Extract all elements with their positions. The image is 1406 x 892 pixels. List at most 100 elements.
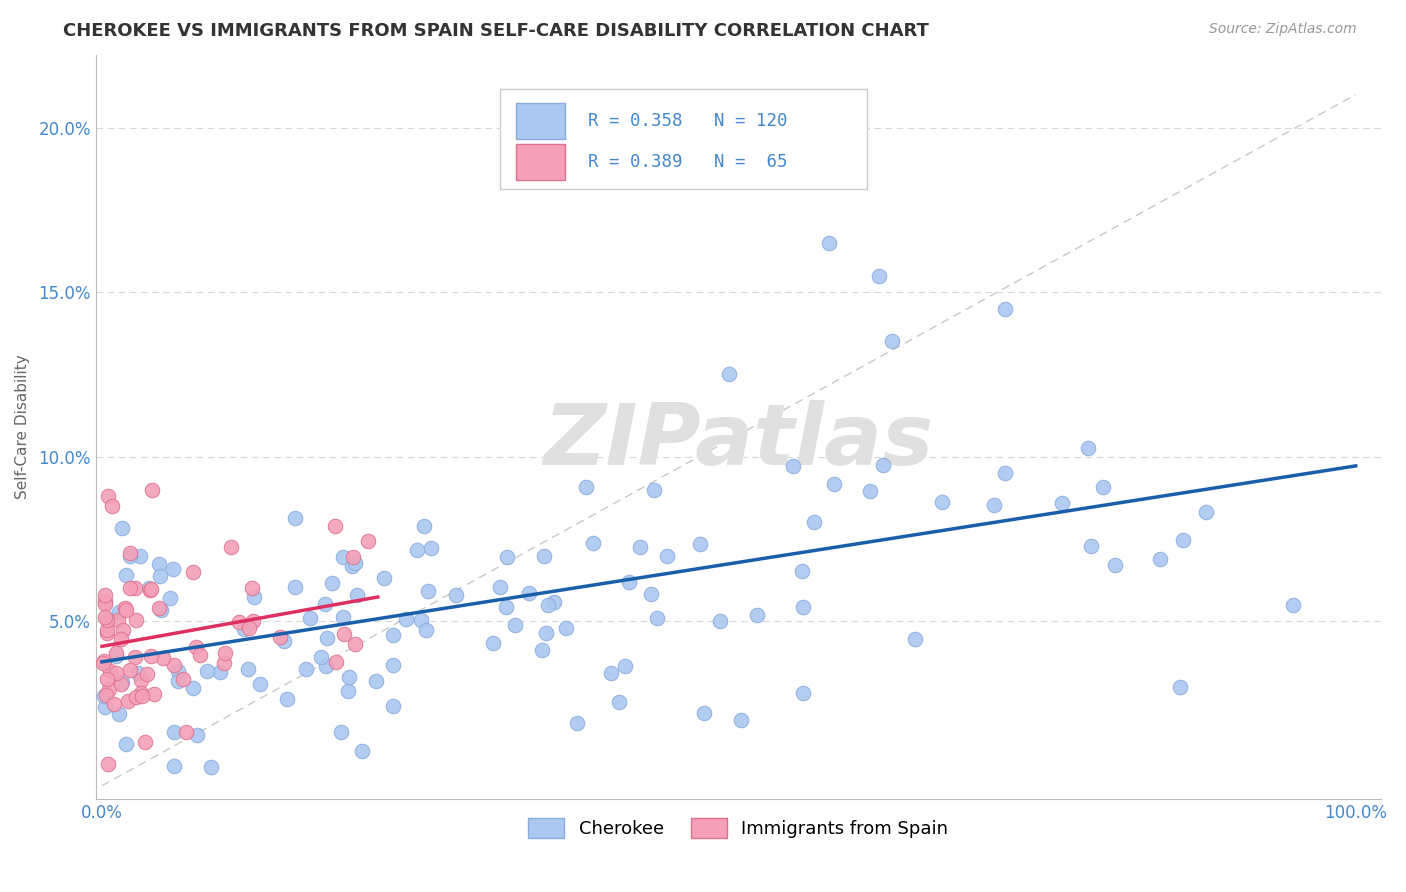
Point <box>607 695 630 709</box>
Point <box>495 599 517 614</box>
Point <box>1195 505 1218 519</box>
Point <box>346 588 368 602</box>
Point <box>115 737 138 751</box>
Point <box>93 609 115 624</box>
Point <box>139 649 162 664</box>
Point <box>645 611 668 625</box>
Point <box>284 580 307 594</box>
Text: ZIPatlas: ZIPatlas <box>543 401 934 483</box>
Point <box>381 628 404 642</box>
Point <box>792 599 814 614</box>
Point <box>321 576 343 591</box>
Point <box>129 673 152 687</box>
Point <box>112 623 135 637</box>
Point <box>325 518 347 533</box>
Point <box>803 515 825 529</box>
Point <box>406 542 429 557</box>
Point <box>149 602 172 616</box>
Point <box>97 489 120 503</box>
Point <box>181 681 204 696</box>
Point <box>96 613 118 627</box>
Point <box>503 618 526 632</box>
Point <box>96 625 118 640</box>
Point <box>543 595 565 609</box>
Point <box>104 666 127 681</box>
Point <box>496 549 519 564</box>
Point <box>536 625 558 640</box>
Point <box>416 583 439 598</box>
Point <box>159 591 181 605</box>
Legend: Cherokee, Immigrants from Spain: Cherokee, Immigrants from Spain <box>520 810 956 846</box>
Point <box>243 590 266 604</box>
Point <box>242 581 264 595</box>
Point <box>104 646 127 660</box>
Point <box>93 594 115 608</box>
Point <box>316 631 339 645</box>
Point <box>344 637 367 651</box>
Point <box>129 686 152 700</box>
Point <box>325 655 347 669</box>
Point <box>276 692 298 706</box>
Point <box>614 658 637 673</box>
Point <box>567 715 589 730</box>
Point <box>141 483 163 497</box>
Point <box>709 614 731 628</box>
Point <box>745 608 768 623</box>
Point <box>333 627 356 641</box>
Point <box>98 682 121 697</box>
Point <box>212 657 235 671</box>
Point <box>381 698 404 713</box>
Point <box>444 588 467 602</box>
Point <box>238 621 260 635</box>
Text: R = 0.389   N =  65: R = 0.389 N = 65 <box>588 153 787 171</box>
Point <box>107 613 129 627</box>
Point <box>357 534 380 549</box>
Point <box>138 581 160 595</box>
Point <box>111 521 134 535</box>
Point <box>200 760 222 774</box>
Point <box>131 689 153 703</box>
Point <box>115 603 138 617</box>
Point <box>488 580 510 594</box>
Point <box>617 575 640 590</box>
Point <box>859 484 882 499</box>
Point <box>419 541 441 555</box>
Point <box>110 677 132 691</box>
Point <box>107 605 129 619</box>
Point <box>533 549 555 563</box>
Text: Source: ZipAtlas.com: Source: ZipAtlas.com <box>1209 22 1357 37</box>
Point <box>184 640 207 655</box>
Point <box>114 568 136 582</box>
Point <box>332 550 354 565</box>
Point <box>93 654 115 668</box>
Point <box>269 630 291 644</box>
Point <box>111 674 134 689</box>
Point <box>120 546 142 560</box>
Point <box>142 687 165 701</box>
Point <box>411 613 433 627</box>
Point <box>482 636 505 650</box>
Point <box>309 649 332 664</box>
Point <box>105 649 128 664</box>
FancyBboxPatch shape <box>516 145 565 180</box>
FancyBboxPatch shape <box>516 103 565 139</box>
Point <box>343 556 366 570</box>
Point <box>176 724 198 739</box>
Point <box>162 562 184 576</box>
Point <box>412 518 434 533</box>
Point <box>167 673 190 688</box>
Point <box>350 744 373 758</box>
Y-axis label: Self-Care Disability: Self-Care Disability <box>15 355 30 500</box>
Point <box>114 600 136 615</box>
Point <box>186 728 208 742</box>
Point <box>314 597 336 611</box>
Point <box>1052 496 1074 510</box>
Point <box>581 536 603 550</box>
Point <box>208 665 231 680</box>
Point <box>1091 479 1114 493</box>
Text: CHEROKEE VS IMMIGRANTS FROM SPAIN SELF-CARE DISABILITY CORRELATION CHART: CHEROKEE VS IMMIGRANTS FROM SPAIN SELF-C… <box>63 22 929 40</box>
Point <box>868 268 890 283</box>
Point <box>188 648 211 662</box>
Point <box>124 581 146 595</box>
Point <box>273 633 295 648</box>
